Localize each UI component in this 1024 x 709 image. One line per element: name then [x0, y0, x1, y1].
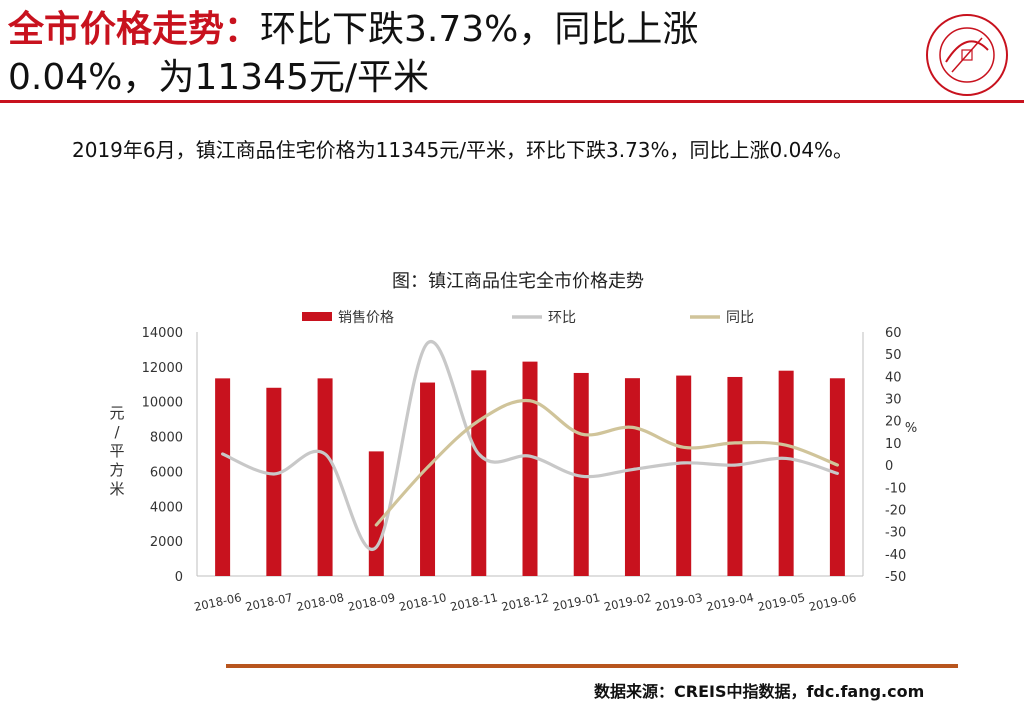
x-tick-label: 2019-05 — [756, 590, 806, 614]
page-title: 全市价格走势：环比下跌3.73%，同比上涨 0.04%，为11345元/平米 — [8, 6, 908, 102]
title-line-2: 0.04%，为11345元/平米 — [8, 57, 430, 98]
x-tick-label: 2018-11 — [449, 590, 499, 614]
price-bar — [676, 375, 692, 576]
right-tick-label: 10 — [885, 437, 902, 452]
x-tick-label: 2019-01 — [551, 590, 601, 614]
x-tick-label: 2018-08 — [295, 590, 345, 614]
price-bar — [368, 451, 384, 576]
left-tick-label: 14000 — [142, 326, 183, 341]
legend-label: 环比 — [548, 310, 576, 326]
title-topic: 全市价格走势： — [8, 9, 261, 50]
price-bar — [317, 378, 333, 576]
right-tick-label: -50 — [885, 570, 906, 585]
right-tick-label: 30 — [885, 393, 902, 408]
right-tick-label: -40 — [885, 548, 906, 563]
footer-divider — [226, 664, 958, 668]
left-tick-label: 4000 — [150, 500, 183, 515]
legend-mom: 环比 — [512, 310, 576, 326]
left-tick-label: 2000 — [150, 535, 183, 550]
x-tick-label: 2019-06 — [808, 590, 858, 614]
title-divider — [0, 100, 1024, 103]
x-tick-label: 2019-04 — [705, 590, 755, 614]
x-tick-label: 2019-03 — [654, 590, 704, 614]
price-bar — [829, 378, 845, 576]
summary-text: 2019年6月，镇江商品住宅价格为11345元/平米，环比下跌3.73%，同比上… — [72, 138, 854, 162]
right-tick-label: 20 — [885, 415, 902, 430]
left-tick-label: 12000 — [142, 361, 183, 376]
x-tick-label: 2018-09 — [347, 590, 397, 614]
price-bar — [573, 372, 589, 576]
mom-line — [221, 339, 839, 552]
yoy-line — [374, 398, 839, 527]
right-tick-label: 0 — [885, 459, 893, 474]
right-tick-label: 50 — [885, 348, 902, 363]
x-tick-label: 2018-06 — [193, 590, 243, 614]
legend-swatch — [302, 312, 332, 321]
chart-legend: 销售价格 环比 同比 — [302, 310, 754, 326]
legend-sales-price: 销售价格 — [302, 310, 394, 326]
data-source: 数据来源：CREIS中指数据，fdc.fang.com — [594, 682, 925, 701]
left-tick-label: 10000 — [142, 396, 183, 411]
legend-label: 销售价格 — [338, 310, 394, 326]
x-tick-label: 2019-02 — [603, 590, 653, 614]
chart-axes: 0 2000 4000 6000 8000 10000 12000 14000 -50 -40 -3… — [109, 326, 917, 614]
price-trend-chart: 图：镇江商品住宅全市价格走势 销售价格 环比 同比 0 2000 4000 6000 800… — [109, 271, 917, 614]
x-tick-label: 2018-12 — [500, 590, 550, 614]
left-axis-label: 元/平方米 — [109, 404, 124, 498]
price-bar — [778, 370, 794, 576]
chart-title: 图：镇江商品住宅全市价格走势 — [392, 271, 644, 292]
legend-label: 同比 — [726, 310, 754, 326]
title-line-1: 全市价格走势：环比下跌3.73%，同比上涨 — [8, 6, 908, 54]
price-bar — [420, 382, 436, 576]
china-index-academy-seal-icon — [926, 14, 1008, 96]
right-tick-label: -10 — [885, 481, 906, 496]
price-bars — [215, 361, 845, 576]
right-tick-label: 60 — [885, 326, 902, 341]
right-axis-label: % — [905, 421, 917, 436]
price-bar — [215, 378, 231, 576]
left-tick-label: 6000 — [150, 465, 183, 480]
x-tick-label: 2018-10 — [398, 590, 448, 614]
left-tick-label: 0 — [175, 570, 183, 585]
price-bar — [471, 370, 487, 576]
price-bar — [522, 361, 538, 576]
left-tick-label: 8000 — [150, 431, 183, 446]
legend-yoy: 同比 — [690, 310, 754, 326]
price-bar — [727, 376, 743, 576]
title-line-1-text: 环比下跌3.73%，同比上涨 — [260, 9, 699, 50]
right-tick-label: -20 — [885, 503, 906, 518]
ratio-lines — [221, 339, 839, 552]
right-tick-label: 40 — [885, 370, 902, 385]
price-bar — [624, 378, 640, 576]
right-tick-label: -30 — [885, 526, 906, 541]
price-bar — [266, 387, 282, 576]
x-tick-label: 2018-07 — [244, 590, 294, 614]
